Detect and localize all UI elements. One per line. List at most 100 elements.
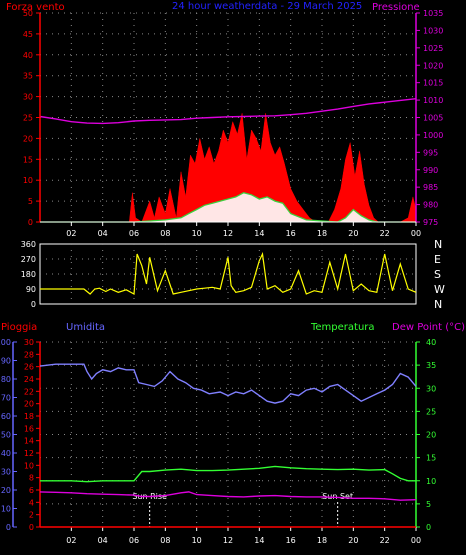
temperature-tick-label: 5	[426, 500, 431, 509]
time-tick-label: 20	[348, 536, 358, 545]
time-tick-label: 08	[160, 536, 170, 545]
time-tick-label: 00	[411, 536, 421, 545]
humidity-tick-label: 80	[1, 375, 11, 384]
wind-tick-label: 15	[23, 155, 33, 164]
pressure-tick-label: 990	[423, 166, 438, 175]
wind-tick-label: 30	[23, 93, 33, 102]
humidity-tick-label: 50	[1, 431, 11, 440]
wind-area	[40, 192, 416, 222]
dewpoint-axis-title: Dew Point (°C)	[392, 322, 465, 333]
time-tick-label: 10	[192, 536, 202, 545]
rain-tick-label: 22	[24, 387, 34, 396]
humidity-tick-label: 10	[1, 505, 11, 514]
direction-tick-label: 180	[21, 270, 36, 279]
time-tick-label: 06	[129, 536, 139, 545]
pressure-tick-label: 975	[423, 218, 438, 227]
pressure-tick-label: 1010	[423, 96, 443, 105]
pressure-tick-label: 1020	[423, 61, 443, 70]
temperature-tick-label: 15	[426, 454, 436, 463]
time-tick-label: 12	[223, 229, 233, 238]
rain-axis-title: Pioggia	[1, 322, 37, 333]
time-tick-label: 18	[317, 229, 327, 238]
pressure-tick-label: 1035	[423, 9, 443, 18]
time-tick-label: 18	[317, 536, 327, 545]
temperature-line	[40, 465, 416, 483]
rain-tick-label: 26	[24, 363, 34, 372]
wind-tick-label: 25	[23, 114, 33, 123]
rain-tick-label: 20	[24, 400, 34, 409]
rain-tick-label: 16	[24, 424, 34, 433]
pressure-line	[39, 98, 417, 125]
humidity-tick-label: 20	[1, 486, 11, 495]
rain-tick-label: 0	[29, 523, 34, 532]
temperature-tick-label: 25	[426, 407, 436, 416]
pressure-tick-label: 985	[423, 183, 438, 192]
temperature-axis-title: Temperatura	[310, 322, 375, 333]
direction-tick-label: 90	[26, 285, 36, 294]
direction-line	[40, 251, 417, 295]
pressure-tick-label: 1015	[423, 79, 443, 88]
compass-label: N	[434, 238, 442, 251]
pressure-axis-title: Pressione	[372, 2, 420, 13]
time-tick-label: 22	[380, 536, 390, 545]
rain-tick-label: 24	[24, 375, 34, 384]
humidity-tick-label: 60	[1, 412, 11, 421]
rain-tick-label: 18	[24, 412, 34, 421]
humidity-tick-label: 70	[1, 394, 11, 403]
direction-tick-label: 360	[21, 240, 36, 249]
compass-label: E	[434, 253, 441, 266]
time-tick-label: 14	[254, 229, 264, 238]
rain-tick-label: 8	[29, 474, 34, 483]
gust-area	[40, 113, 417, 223]
wind-tick-label: 10	[23, 176, 33, 185]
pressure-tick-label: 1030	[423, 26, 443, 35]
rain-tick-label: 14	[24, 437, 34, 446]
dewpoint-line	[39, 491, 417, 501]
wind-tick-label: 45	[23, 30, 33, 39]
time-tick-label: 22	[380, 229, 390, 238]
rain-tick-label: 12	[24, 449, 34, 458]
humidity-tick-label: 40	[1, 449, 11, 458]
pressure-tick-label: 980	[423, 201, 438, 210]
temperature-tick-label: 40	[426, 338, 436, 347]
humidity-line	[39, 363, 417, 404]
time-tick-label: 06	[129, 229, 139, 238]
time-tick-label: 08	[160, 229, 170, 238]
humidity-tick-label: 0	[6, 523, 11, 532]
time-tick-label: 16	[286, 229, 296, 238]
humidity-tick-label: 100	[0, 338, 11, 347]
rain-tick-label: 10	[24, 461, 34, 470]
rain-tick-label: 4	[29, 498, 34, 507]
pressure-tick-label: 1025	[423, 44, 443, 53]
wind-axis-title: Forza vento	[6, 2, 65, 13]
time-tick-label: 00	[411, 229, 421, 238]
direction-tick-label: 0	[31, 300, 36, 309]
wind-tick-label: 0	[28, 218, 33, 227]
temperature-tick-label: 35	[426, 361, 436, 370]
humidity-tick-label: 90	[1, 357, 11, 366]
chart-title: 24 hour weatherdata - 29 March 2025	[172, 1, 362, 12]
compass-label: N	[434, 298, 442, 311]
pressure-tick-label: 1000	[423, 131, 443, 140]
time-tick-label: 04	[98, 229, 108, 238]
temperature-humidity-panel: 0102030405060708090100024681012141618202…	[0, 338, 436, 545]
compass-label: W	[434, 283, 445, 296]
time-tick-label: 12	[223, 536, 233, 545]
temperature-tick-label: 20	[426, 431, 436, 440]
wind-pressure-panel: 0510152025303540455097598098599099510001…	[23, 9, 444, 238]
temperature-tick-label: 30	[426, 384, 436, 393]
rain-tick-label: 28	[24, 350, 34, 359]
time-tick-label: 02	[66, 536, 76, 545]
time-tick-label: 04	[98, 536, 108, 545]
pressure-tick-label: 1005	[423, 114, 443, 123]
time-tick-label: 14	[254, 536, 264, 545]
temperature-tick-label: 0	[426, 523, 431, 532]
temperature-tick-label: 10	[426, 477, 436, 486]
pressure-tick-label: 995	[423, 148, 438, 157]
wind-line	[40, 192, 416, 223]
rain-tick-label: 6	[29, 486, 34, 495]
wind-tick-label: 50	[23, 9, 33, 18]
wind-tick-label: 35	[23, 72, 33, 81]
